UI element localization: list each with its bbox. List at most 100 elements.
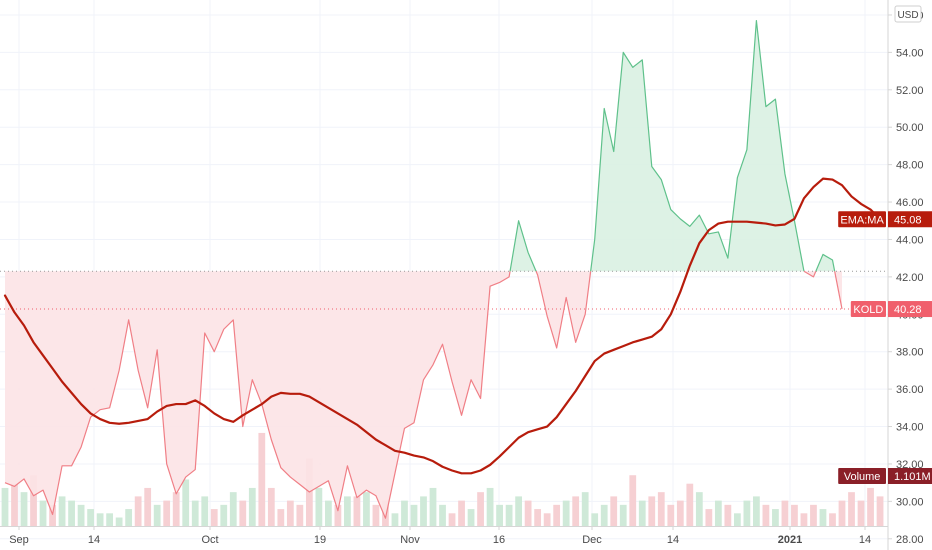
x-tick-label: Dec xyxy=(582,534,602,546)
volume-bar xyxy=(791,504,798,526)
y-tick-label: 34.00 xyxy=(896,422,924,434)
volume-bar xyxy=(619,504,627,526)
volume-bar xyxy=(220,504,228,526)
volume-bar xyxy=(96,513,104,526)
volume-bar xyxy=(106,513,114,526)
volume-bar xyxy=(201,496,209,526)
volume-bar xyxy=(125,509,133,526)
volume-bar xyxy=(496,504,503,526)
volume-bar xyxy=(477,492,484,526)
kold-tag-label: KOLD xyxy=(853,304,883,316)
volume-bar xyxy=(325,500,332,526)
value-tags: EMA:MA 45.08 KOLD 40.28 Volume 1.101M xyxy=(838,211,932,484)
volume-bar xyxy=(743,500,751,526)
volume-bar xyxy=(448,513,456,526)
y-tick-label: 48.00 xyxy=(896,160,924,172)
y-tick-label: 38.00 xyxy=(896,347,924,359)
volume-bar xyxy=(581,492,589,526)
x-tick-label: 14 xyxy=(859,534,871,546)
volume-tag-label: Volume xyxy=(844,471,881,483)
volume-bar xyxy=(553,504,561,526)
volume-bar xyxy=(705,509,713,526)
volume-bar xyxy=(68,500,75,526)
volume-bar xyxy=(58,496,66,526)
volume-bar xyxy=(239,500,247,526)
volume-bar xyxy=(286,500,294,526)
volume-bar xyxy=(182,479,190,526)
volume-tag-value: 1.101M xyxy=(894,471,931,483)
volume-bar xyxy=(543,513,551,526)
kold-line-below xyxy=(803,270,817,278)
ema-tag-label: EMA:MA xyxy=(840,214,884,226)
volume-bar xyxy=(534,509,542,526)
volume-bar xyxy=(344,496,351,526)
volume-bar xyxy=(772,509,779,526)
volume-bar xyxy=(762,504,770,526)
ema-tag-value-bg xyxy=(888,211,932,228)
volume-bar xyxy=(163,500,171,526)
y-tick-label: 46.00 xyxy=(896,197,924,209)
y-tick-label: 44.00 xyxy=(896,234,924,246)
volume-bar xyxy=(77,504,85,526)
y-tick-label: 50.00 xyxy=(896,122,924,134)
kold-tag-value: 40.28 xyxy=(894,304,922,316)
volume-bar xyxy=(638,500,646,526)
volume-bar xyxy=(515,496,522,526)
volume-bar xyxy=(838,500,846,526)
volume-bar xyxy=(296,504,304,526)
volume-bar xyxy=(686,483,694,526)
volume-bar xyxy=(49,504,56,526)
x-tick-label: 19 xyxy=(314,534,326,546)
volume-bar xyxy=(229,492,237,526)
y-axis[interactable]: 28.0030.0032.0034.0036.0038.0040.0042.00… xyxy=(887,0,924,550)
volume-bar xyxy=(20,492,28,526)
x-tick-label: 2021 xyxy=(778,534,802,546)
volume-bar xyxy=(657,492,665,526)
volume-bar xyxy=(172,492,180,526)
x-tick-label: Oct xyxy=(201,534,218,546)
volume-bar xyxy=(334,504,342,526)
x-tick-label: Sep xyxy=(9,534,29,546)
volume-bar xyxy=(210,509,218,526)
volume-bar xyxy=(277,509,285,526)
volume-bar xyxy=(753,496,760,526)
volume-bar xyxy=(676,500,684,526)
volume-bar xyxy=(562,500,570,526)
y-tick-label: 36.00 xyxy=(896,384,924,396)
volume-bar xyxy=(591,513,599,526)
y-tick-label: 54.00 xyxy=(896,47,924,59)
volume-bar xyxy=(610,496,618,526)
y-tick-label: 30.00 xyxy=(896,496,924,508)
volume-bar xyxy=(153,504,161,526)
volume-bar xyxy=(315,487,323,526)
volume-bar xyxy=(144,487,152,526)
volume-bar xyxy=(572,496,580,526)
volume-bar xyxy=(819,509,827,526)
volume-bar xyxy=(867,487,874,526)
volume-bar xyxy=(267,487,275,526)
y-tick-label: 52.00 xyxy=(896,85,924,97)
volume-bar xyxy=(363,492,370,526)
x-tick-label: Nov xyxy=(400,534,420,546)
volume-bar xyxy=(458,500,465,526)
ema-path xyxy=(3,177,882,475)
volume-bar xyxy=(829,513,836,526)
kold-line-above xyxy=(509,220,537,272)
volume-bar xyxy=(429,487,437,526)
y-tick-label: 42.00 xyxy=(896,272,924,284)
volume-bar xyxy=(810,504,817,526)
volume-tag-value-bg xyxy=(888,468,932,484)
volume-bar xyxy=(401,500,408,526)
volume-bar xyxy=(724,504,732,526)
x-tick-label: 16 xyxy=(493,534,505,546)
currency-label[interactable]: USD xyxy=(894,5,922,23)
volume-bar xyxy=(505,504,513,526)
x-tick-label: 14 xyxy=(88,534,100,546)
x-axis[interactable]: Sep 14 Oct 19 Nov 16 Dec 14 2021 14 xyxy=(0,526,888,546)
currency-text: USD xyxy=(897,10,918,21)
volume-bar xyxy=(39,500,47,526)
kold-line-above xyxy=(590,19,805,272)
volume-bar xyxy=(258,432,266,526)
volume-bar xyxy=(629,475,637,526)
